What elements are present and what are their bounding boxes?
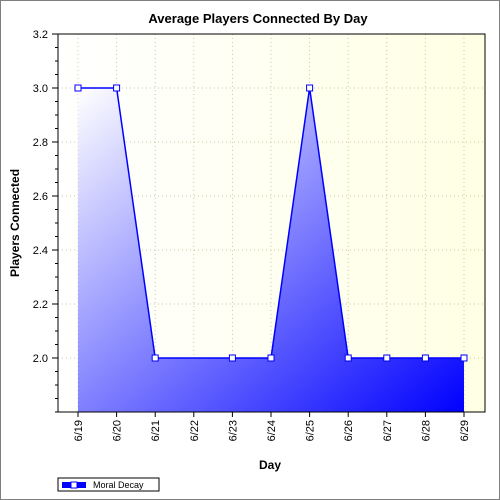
data-markers: [74, 84, 468, 362]
data-point: [421, 354, 429, 362]
data-point: [383, 354, 391, 362]
x-tick-label: 6/20: [112, 420, 124, 441]
x-tick-label: 6/28: [420, 420, 432, 441]
x-tick-label: 6/25: [305, 420, 317, 441]
data-point: [267, 354, 275, 362]
y-tick-label: 3.2: [33, 29, 48, 41]
data-point: [228, 354, 236, 362]
data-point: [344, 354, 352, 362]
series-line: [78, 87, 464, 359]
data-point: [151, 354, 159, 362]
data-point: [306, 84, 314, 92]
y-tick-label: 2.6: [33, 191, 48, 203]
y-tick-label: 2.0: [33, 353, 48, 365]
data-point: [74, 84, 82, 92]
y-tick-label: 2.8: [33, 137, 48, 149]
x-tick-label: 6/24: [266, 420, 278, 441]
x-tick-label: 6/27: [382, 420, 394, 441]
legend-label: Moral Decay: [93, 480, 144, 490]
x-axis-label: Day: [259, 458, 281, 472]
y-tick-label: 2.2: [33, 299, 48, 311]
y-axis-ticks: 2.0 2.2 2.4 2.6 2.8 3.0 3.2: [33, 29, 58, 413]
legend: Moral Decay: [57, 477, 160, 492]
x-tick-label: 6/29: [459, 420, 471, 441]
x-tick-label: 6/22: [189, 420, 201, 441]
y-axis-label: Players Connected: [8, 169, 22, 277]
x-axis-ticks: 6/19 6/20 6/21 6/22 6/23 6/24 6/25 6/26 6/27 6/28…: [73, 412, 471, 441]
y-tick-label: 2.4: [33, 245, 48, 257]
data-point: [460, 354, 468, 362]
series-area-fill: [78, 88, 464, 412]
data-point: [113, 84, 121, 92]
y-tick-label: 3.0: [33, 83, 48, 95]
x-tick-label: 6/19: [73, 420, 85, 441]
chart-title: Average Players Connected By Day: [148, 11, 368, 26]
x-tick-label: 6/23: [227, 420, 239, 441]
legend-marker: [70, 481, 78, 489]
x-tick-label: 6/21: [150, 420, 162, 441]
x-tick-label: 6/26: [343, 420, 355, 441]
